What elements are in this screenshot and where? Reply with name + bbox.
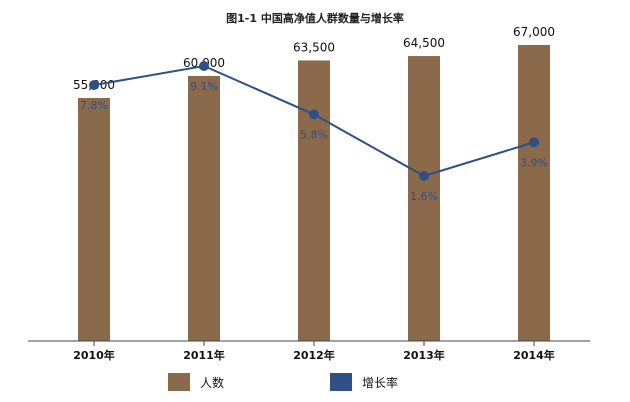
legend-swatch-growth: [330, 373, 352, 391]
growth-rate-points: [89, 61, 539, 181]
x-tick-label-4: 2014年: [513, 348, 555, 362]
rate-label-4: 3.9%: [520, 156, 548, 169]
bar-2: [298, 60, 330, 342]
bar-value-label-3: 64,500: [403, 36, 445, 50]
bar-value-label-4: 67,000: [513, 25, 555, 39]
x-axis-ticks: 2010年 2011年 2012年 2013年 2014年: [73, 341, 555, 362]
rate-point-0: [89, 80, 99, 91]
growth-rate-labels: 7.8% 9.1% 5.8% 1.6% 3.9%: [80, 80, 548, 203]
bar-4: [518, 45, 550, 341]
bar-1: [188, 75, 220, 341]
x-tick-label-2: 2012年: [293, 348, 335, 362]
rate-label-3: 1.6%: [410, 190, 438, 203]
legend-label-people: 人数: [200, 375, 224, 390]
legend-label-growth: 增长率: [362, 375, 398, 390]
x-tick-label-1: 2011年: [183, 348, 225, 362]
rate-point-2: [309, 109, 319, 120]
rate-label-2: 5.8%: [300, 128, 328, 141]
x-tick-label-0: 2010年: [73, 348, 115, 362]
bar-0: [78, 98, 110, 341]
rate-point-1: [199, 61, 209, 71]
chart-title: 图1-1 中国高净值人群数量与增长率: [226, 11, 404, 25]
rate-point-4: [529, 137, 539, 148]
bar-3: [408, 56, 440, 342]
rate-label-1: 9.1%: [190, 80, 218, 93]
bar-value-label-2: 63,500: [293, 40, 335, 54]
rate-point-3: [419, 171, 429, 181]
rate-label-0: 7.8%: [80, 99, 108, 112]
x-tick-label-3: 2013年: [403, 348, 445, 362]
legend-swatch-people: [168, 373, 190, 391]
legend: 人数 增长率: [168, 373, 398, 391]
bar-series-people: [78, 45, 550, 342]
